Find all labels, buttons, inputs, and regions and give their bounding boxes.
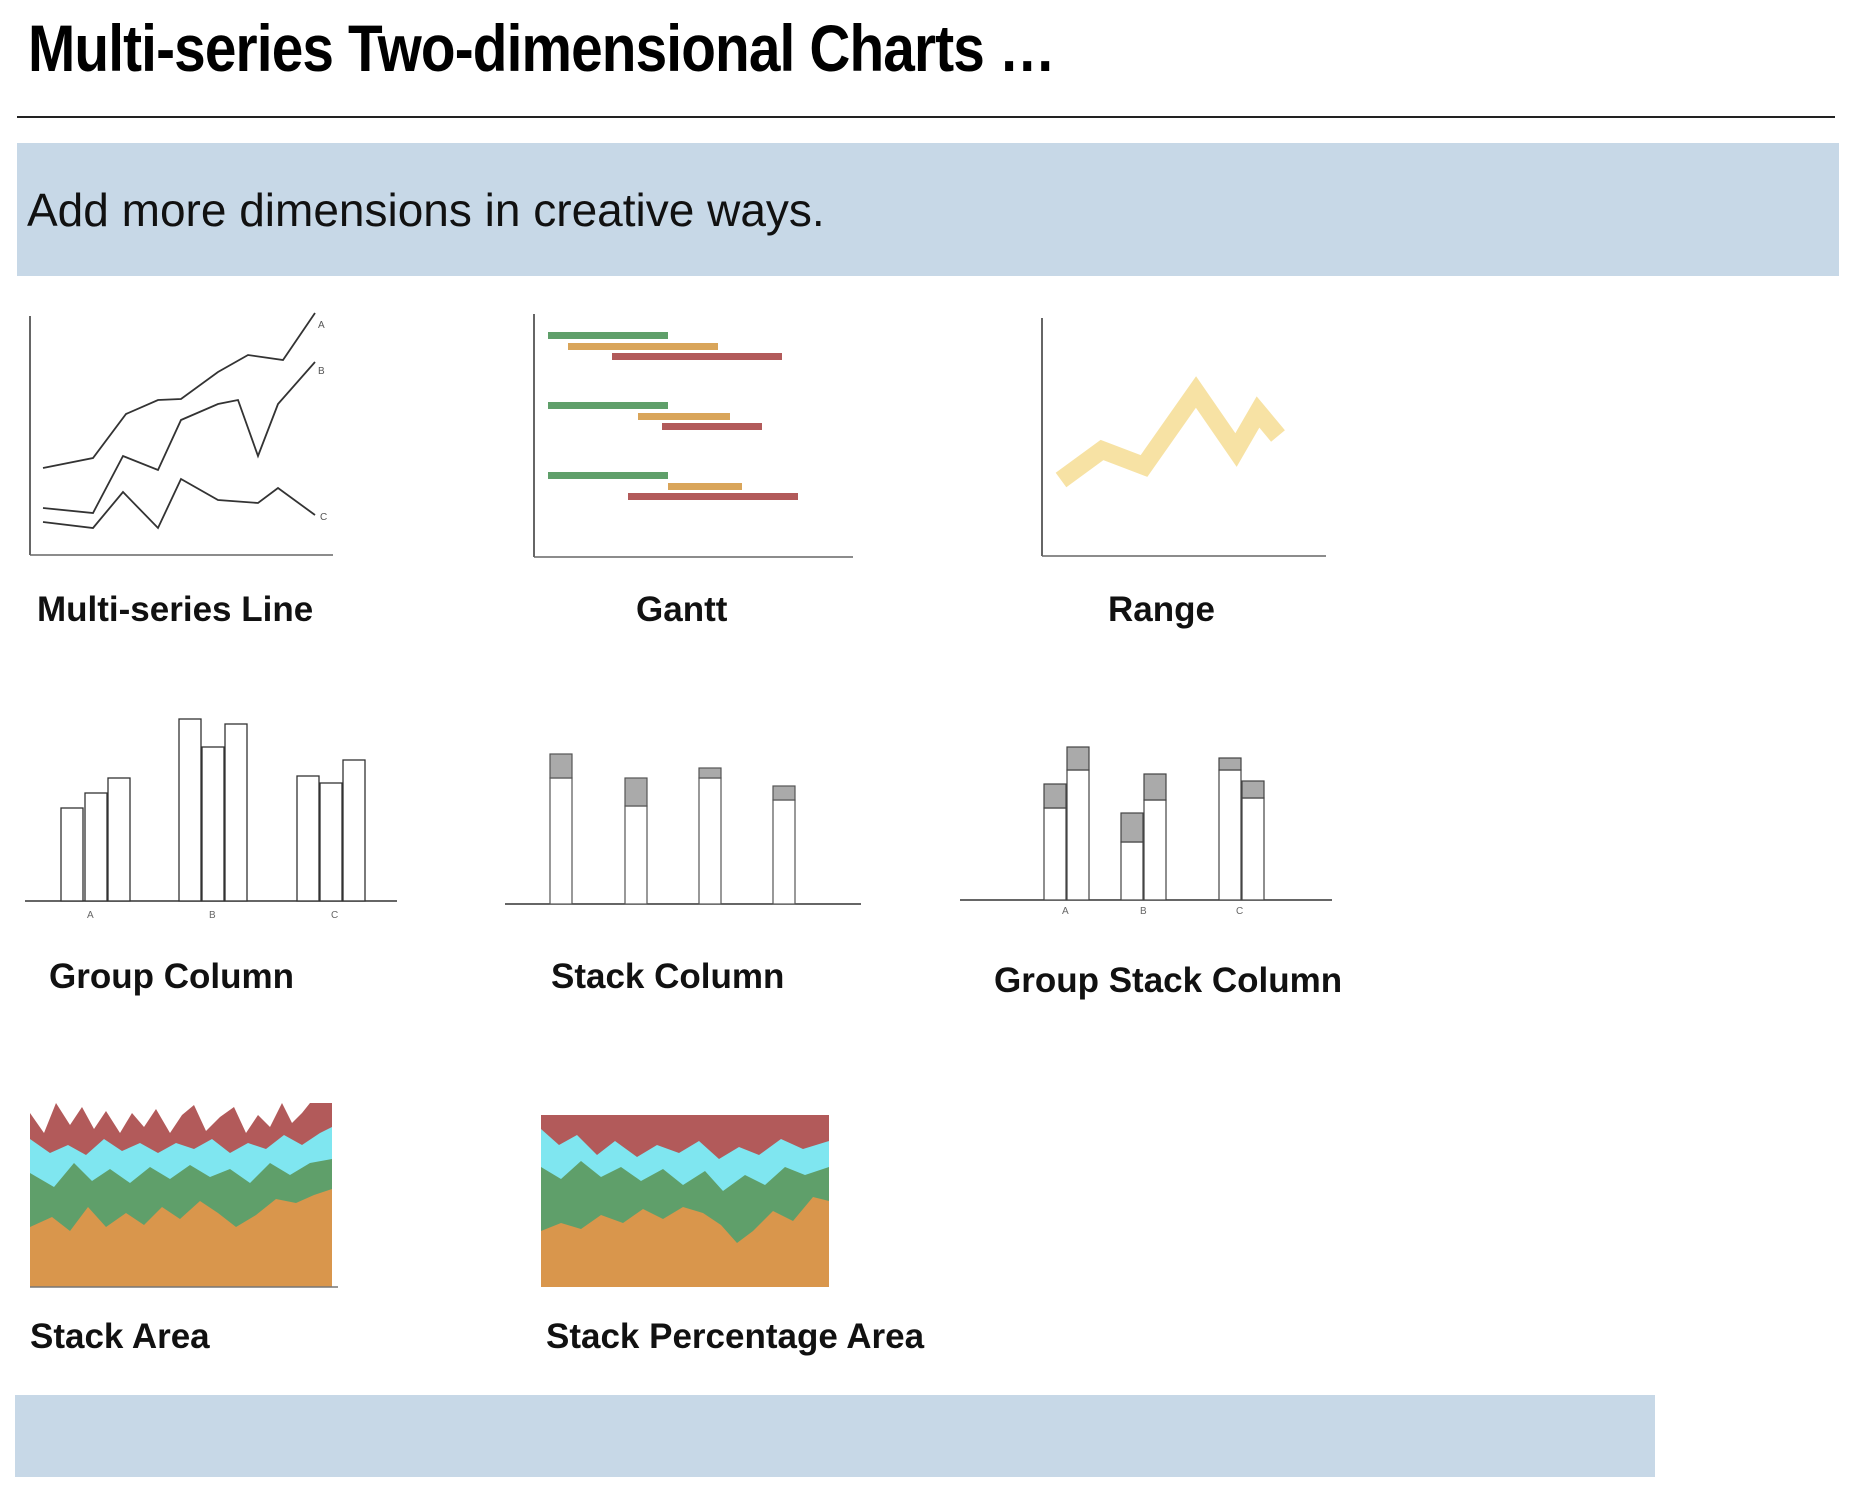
line-series-label-a: A (318, 320, 325, 331)
chart-caption-multi-series-line: Multi-series Line (37, 590, 314, 629)
chart-caption-range: Range (1108, 590, 1215, 629)
chart-caption-group-column: Group Column (49, 957, 294, 996)
slide-subtitle: Add more dimensions in creative ways. (27, 184, 825, 236)
range-thumbnail (1036, 310, 1336, 570)
group-column-category-a: A (87, 910, 94, 921)
group-stack-category-b: B (1140, 906, 1147, 917)
group-column-thumbnail: A B C (25, 710, 405, 930)
gantt-thumbnail (528, 310, 858, 570)
group-stack-category-a: A (1062, 906, 1069, 917)
slide-title: Multi-series Two-dimensional Charts … (28, 11, 1056, 85)
group-column-category-b: B (209, 910, 216, 921)
multi-series-line-thumbnail: A B C (18, 310, 338, 570)
stack-area-thumbnail (30, 1103, 342, 1293)
line-series-label-b: B (318, 366, 325, 377)
chart-caption-stack-percentage-area: Stack Percentage Area (546, 1317, 925, 1356)
group-stack-category-c: C (1236, 906, 1243, 917)
group-column-category-c: C (331, 910, 338, 921)
chart-caption-group-stack-column: Group Stack Column (994, 961, 1343, 1000)
group-stack-column-thumbnail: A B C (960, 740, 1340, 940)
title-divider (17, 116, 1835, 118)
footer-band (15, 1395, 1655, 1477)
chart-caption-stack-area: Stack Area (30, 1317, 210, 1356)
stack-column-thumbnail (505, 740, 865, 910)
chart-caption-gantt: Gantt (636, 590, 728, 629)
subtitle-band: Add more dimensions in creative ways. (17, 143, 1839, 276)
chart-caption-stack-column: Stack Column (551, 957, 785, 996)
line-series-label-c: C (320, 512, 327, 523)
stack-percentage-area-thumbnail (541, 1115, 831, 1291)
